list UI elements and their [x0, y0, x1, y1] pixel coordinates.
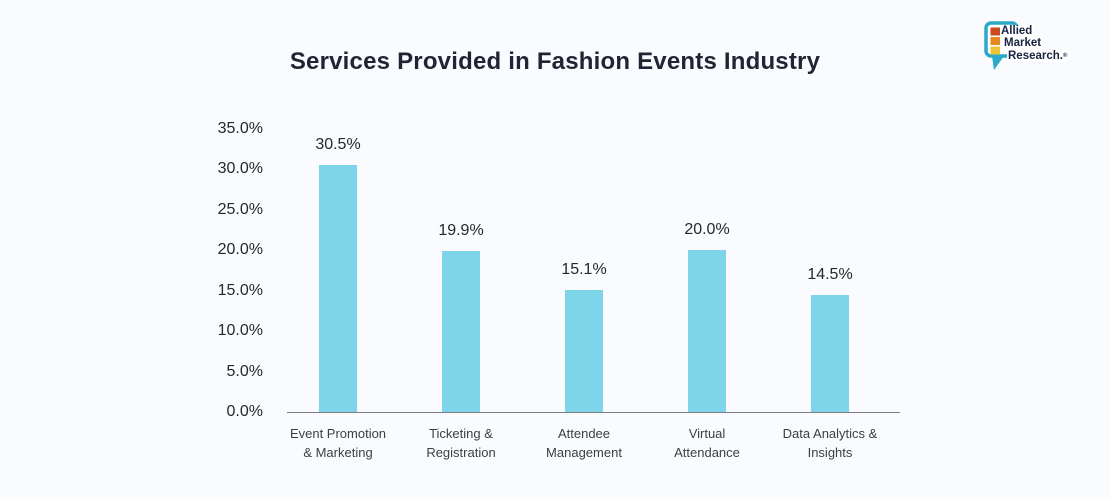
y-tick-label: 0.0% [226, 403, 263, 420]
y-tick-label: 20.0% [217, 241, 263, 259]
logo-square-yellow [990, 46, 1000, 55]
bar [442, 251, 480, 412]
logo-wordmark: Allied Market Research.® [1000, 25, 1069, 63]
x-axis-category-label: Ticketing & Registration [426, 426, 496, 460]
y-tick-label: 10.0% [217, 322, 263, 340]
bar [565, 289, 603, 412]
y-tick-label: 30.0% [217, 160, 263, 178]
y-tick-label: 15.0% [217, 281, 263, 299]
y-tick-label: 5.0% [226, 362, 263, 380]
bar [319, 165, 357, 412]
x-axis-line [287, 412, 900, 413]
logo-line-market: Market [1003, 37, 1043, 50]
x-axis-category-label: Event Promotion & Marketing [289, 426, 387, 460]
x-axis-category-label: Data Analytics & Insights [782, 426, 878, 460]
y-tick-label: 35.0% [217, 120, 263, 137]
chart-title: Services Provided in Fashion Events Indu… [289, 48, 821, 75]
logo-line-research: Research.® [1007, 49, 1069, 63]
bar [811, 294, 849, 412]
x-axis-category-label: Virtual Attendance [674, 426, 740, 460]
bar-value-label: 30.5% [315, 136, 361, 154]
bar-value-label: 19.9% [438, 222, 484, 240]
registered-trademark-mark: ® [1062, 52, 1068, 59]
logo-bubble-tail [992, 56, 1004, 70]
bar-value-label: 15.1% [561, 260, 607, 278]
logo-line-allied: Allied [1000, 25, 1034, 38]
bar-value-label: 20.0% [684, 221, 730, 239]
y-tick-label: 25.0% [217, 200, 263, 218]
bar-value-label: 14.5% [807, 265, 853, 283]
x-axis-category-label: Attendee Management [546, 426, 622, 460]
logo-square-red [990, 27, 1000, 36]
amr-logo: Allied Market Research.® [984, 21, 1096, 77]
bar [688, 250, 726, 412]
logo-square-orange [990, 37, 1000, 45]
